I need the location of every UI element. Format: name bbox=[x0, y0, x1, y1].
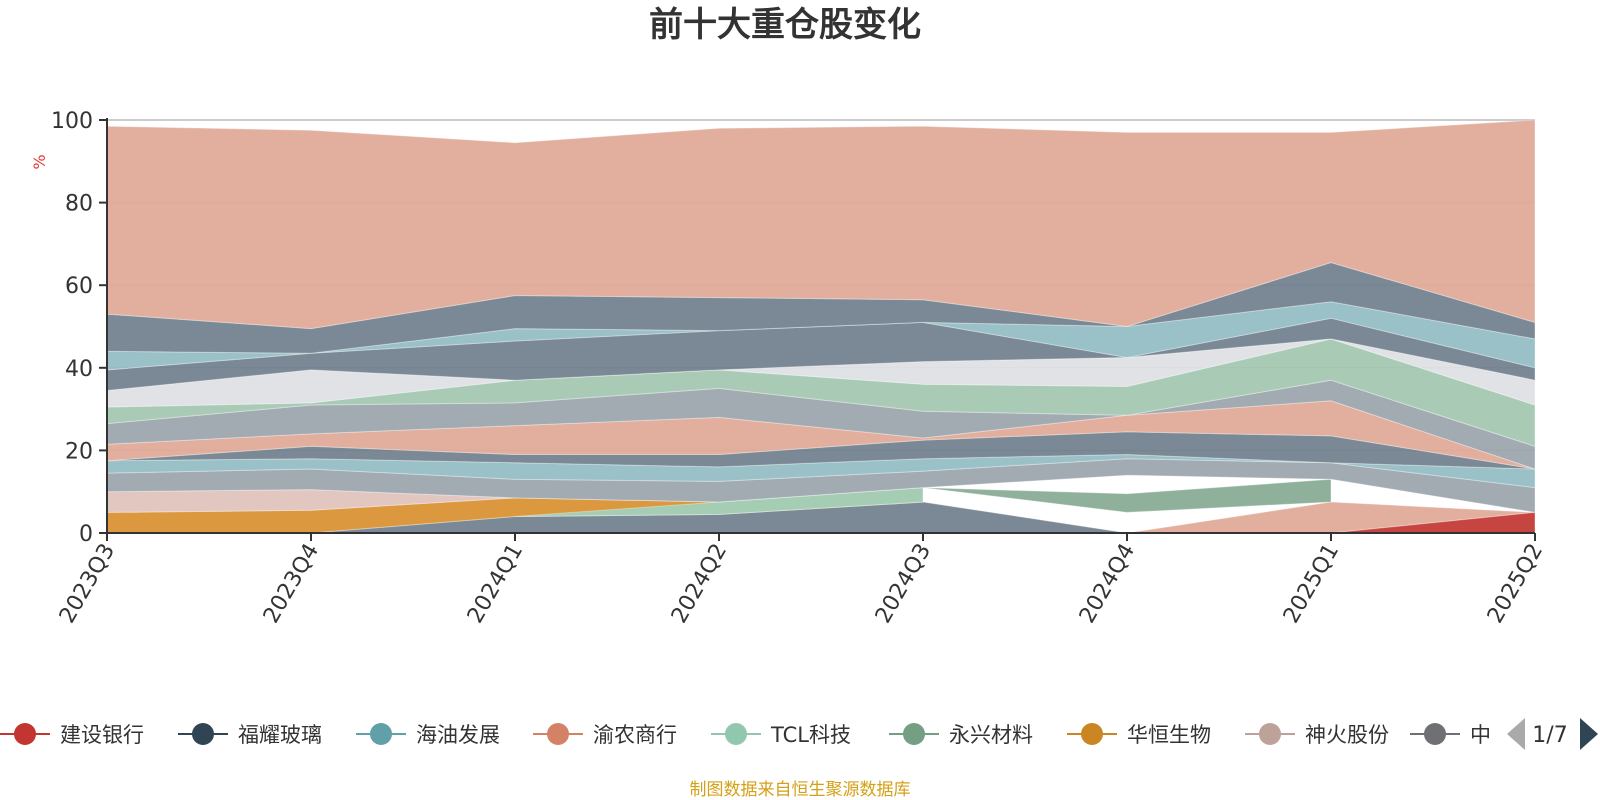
legend-label-8: 中 bbox=[1470, 723, 1491, 747]
legend-label-3: 渝农商行 bbox=[593, 723, 677, 747]
legend-label-7: 神火股份 bbox=[1305, 723, 1389, 747]
legend-item-3[interactable]: 渝农商行 bbox=[533, 723, 677, 747]
legend-item-2[interactable]: 海油发展 bbox=[356, 723, 500, 747]
x-tick-label-1: 2023Q4 bbox=[259, 540, 324, 628]
legend-marker-2 bbox=[370, 723, 392, 745]
area-band-18 bbox=[106, 119, 1536, 330]
legend-marker-5 bbox=[903, 723, 925, 745]
legend-item-4[interactable]: TCL科技 bbox=[711, 723, 851, 747]
legend-item-7[interactable]: 神火股份 bbox=[1245, 723, 1389, 747]
y-tick-label-4: 80 bbox=[65, 192, 93, 217]
legend-marker-3 bbox=[547, 723, 569, 745]
area-band-13 bbox=[106, 338, 1536, 447]
legend-item-5[interactable]: 永兴材料 bbox=[889, 723, 1033, 747]
area-band-5 bbox=[922, 478, 1332, 513]
y-tick-label-1: 20 bbox=[65, 439, 93, 464]
legend-page-indicator: 1/7 bbox=[1532, 723, 1567, 748]
legend-label-2: 海油发展 bbox=[416, 723, 500, 747]
x-tick-label-6: 2025Q1 bbox=[1279, 540, 1344, 628]
x-tick-label-7: 2025Q2 bbox=[1483, 540, 1548, 628]
x-tick-label-2: 2024Q1 bbox=[463, 540, 528, 628]
legend-item-8[interactable]: 中 bbox=[1410, 723, 1491, 747]
triangle-left-icon[interactable] bbox=[1507, 718, 1525, 750]
stacked-areas bbox=[106, 119, 1536, 534]
legend-marker-0 bbox=[14, 723, 36, 745]
legend-marker-4 bbox=[725, 723, 747, 745]
axes bbox=[106, 118, 1535, 534]
legend-label-0: 建设银行 bbox=[60, 723, 144, 747]
legend: 建设银行 福耀玻璃 海油发展 渝农商行 TCL科技 永兴材料 华恒生物 神火股份 中 bbox=[0, 723, 1491, 747]
x-tick-label-5: 2024Q4 bbox=[1075, 540, 1140, 628]
y-tick-label-2: 40 bbox=[65, 357, 93, 382]
y-tick-label-3: 60 bbox=[65, 274, 93, 299]
y-tick-label-0: 0 bbox=[79, 522, 93, 547]
legend-marker-6 bbox=[1081, 723, 1103, 745]
x-axis-ticks: 2023Q3 2023Q4 2024Q1 2024Q2 2024Q3 2024Q4 2025… bbox=[55, 533, 1548, 628]
legend-marker-1 bbox=[192, 723, 214, 745]
x-tick-label-3: 2024Q2 bbox=[667, 540, 732, 628]
legend-marker-8 bbox=[1424, 723, 1446, 745]
legend-label-5: 永兴材料 bbox=[949, 723, 1033, 747]
legend-label-6: 华恒生物 bbox=[1127, 723, 1211, 747]
y-axis-ticks: 0 20 40 60 80 100 bbox=[51, 109, 107, 547]
area-band-15 bbox=[106, 317, 1536, 392]
y-axis-unit: % bbox=[30, 154, 49, 169]
area-band-14 bbox=[106, 338, 1536, 408]
legend-item-0[interactable]: 建设银行 bbox=[0, 723, 144, 747]
legend-marker-7 bbox=[1259, 723, 1281, 745]
x-tick-label-0: 2023Q3 bbox=[55, 540, 120, 628]
chart-title: 前十大重仓股变化 bbox=[649, 5, 921, 45]
legend-label-1: 福耀玻璃 bbox=[238, 723, 322, 747]
area-band-8 bbox=[106, 458, 1536, 513]
source-note: 制图数据来自恒生聚源数据库 bbox=[690, 780, 911, 800]
legend-item-6[interactable]: 华恒生物 bbox=[1067, 723, 1211, 747]
area-band-4 bbox=[514, 487, 924, 517]
x-tick-label-4: 2024Q3 bbox=[871, 540, 936, 628]
triangle-right-icon[interactable] bbox=[1580, 718, 1598, 750]
y-tick-label-5: 100 bbox=[51, 109, 93, 134]
legend-pager: 1/7 bbox=[1507, 718, 1598, 750]
area-band-12 bbox=[106, 379, 1536, 470]
legend-label-4: TCL科技 bbox=[770, 723, 851, 747]
legend-item-1[interactable]: 福耀玻璃 bbox=[178, 723, 322, 747]
